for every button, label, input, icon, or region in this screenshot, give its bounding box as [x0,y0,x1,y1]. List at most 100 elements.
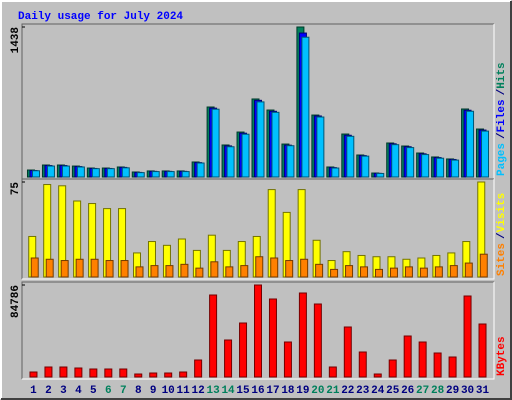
bar [406,147,415,178]
bar [90,258,99,278]
y-tick-label: 75 [10,182,22,196]
bar [209,294,218,378]
bar [74,367,83,378]
x-tick-label: 16 [251,385,264,397]
bar [59,366,68,378]
bar [225,266,234,278]
bar [135,266,144,278]
bar [149,372,158,378]
bar [343,326,352,378]
y-tick-label: 84786 [10,285,22,318]
bar [418,341,427,378]
bar [421,154,430,178]
bar [224,339,233,378]
legend: KBytes [496,336,508,376]
legend-separator: / [496,132,508,139]
x-tick-label: 30 [461,385,474,397]
bar [434,266,443,278]
bar [345,265,354,278]
bar [106,168,115,178]
bar [330,268,339,278]
bar [226,146,235,178]
legend-entry: Files [496,99,508,132]
bar [389,267,398,278]
bar [285,260,294,278]
x-tick-label: 27 [416,385,429,397]
x-tick-label: 25 [386,385,400,397]
x-tick-label: 31 [476,385,490,397]
bar [31,170,40,178]
bar [210,261,219,278]
bar [388,359,397,378]
x-tick-label: 23 [356,385,370,397]
bar [433,352,442,378]
bar [346,135,355,178]
bar [136,172,145,178]
bar [211,108,220,178]
bar [316,116,325,178]
x-tick-label: 9 [150,385,157,397]
bar [270,257,279,278]
bar [315,263,324,278]
legend-separator: / [496,88,508,95]
bar [61,165,70,178]
bar [76,166,85,178]
legend: Sites /Visits [496,193,508,276]
bar [463,295,472,378]
bar [240,265,249,278]
x-tick-label: 3 [60,385,67,397]
bar [360,266,369,278]
bar [195,267,204,278]
legend-entry: Visits [496,193,508,233]
bar [283,341,292,378]
bar [313,303,322,378]
legend-entry: Sites [496,243,508,276]
bar [404,266,413,278]
bar [46,165,55,178]
x-tick-label: 14 [221,385,235,397]
panel-edge-dark [21,178,494,279]
bar [271,111,280,178]
bar [151,171,160,178]
x-tick-label: 19 [296,385,309,397]
legend-entry: Hits [496,62,508,88]
x-tick-label: 28 [431,385,445,397]
legend-separator: / [496,232,508,239]
x-tick-label: 12 [192,385,205,397]
x-tick-label: 4 [75,385,82,397]
bar [165,265,174,278]
bar [254,284,262,378]
panel-edge-dark [21,23,494,179]
bar [60,260,69,278]
bar [391,144,400,178]
bar [268,298,277,378]
x-tick-label: 5 [90,385,97,397]
bar [45,258,54,278]
bar [255,256,264,278]
bar [164,372,173,378]
bar [466,110,475,178]
bar [241,133,250,178]
x-tick-label: 13 [206,385,220,397]
bar [376,172,385,178]
x-tick-label: 8 [135,385,142,397]
bar [286,145,295,178]
bar [75,258,84,278]
x-tick-label: 10 [162,385,175,397]
bar [44,366,53,378]
x-tick-label: 15 [236,385,250,397]
bar [481,130,490,178]
bar [181,171,190,178]
bar [121,167,130,178]
bar [239,322,248,378]
bar [166,171,175,178]
bar [196,162,205,178]
x-tick-label: 17 [266,385,279,397]
bar [361,155,370,178]
bar [29,371,38,378]
x-tick-label: 21 [326,385,340,397]
legend-entry: KBytes [496,336,508,376]
bar [374,268,383,278]
